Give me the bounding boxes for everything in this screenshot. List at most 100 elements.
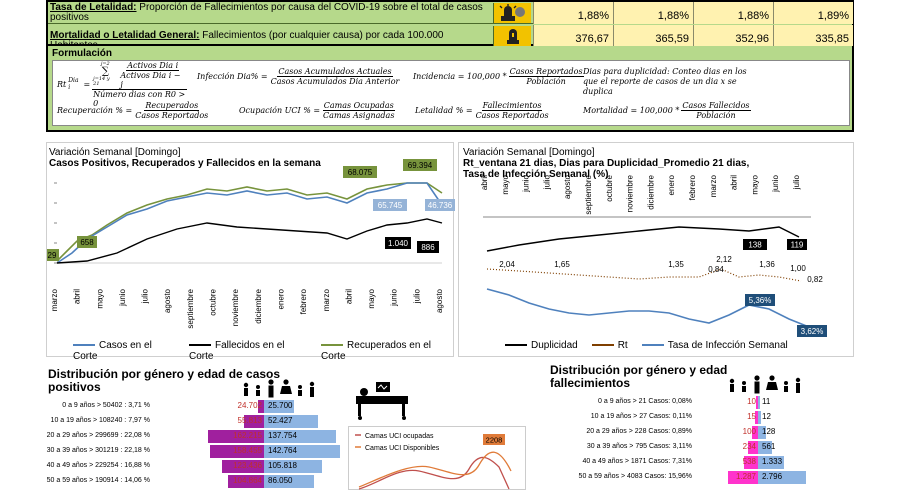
month-tick: junio — [390, 288, 399, 306]
male-value: 12 — [762, 412, 771, 421]
incidencia-lhs: Incidencia = 100,000 * — [413, 72, 507, 81]
female-value: 10 — [747, 397, 756, 406]
female-bar — [244, 415, 264, 428]
uci-chart: Camas UCI ocupadas Camas UCI Disponibles… — [348, 426, 526, 490]
female-bar — [222, 460, 264, 473]
male-value: 11 — [762, 397, 771, 406]
female-value: 162.215 — [233, 431, 262, 440]
label-blue-end: 65.745 — [378, 201, 403, 210]
rt-chart-plot: abril mayo junio julio agosto septiembre octub… — [480, 174, 827, 337]
female-bar — [728, 471, 758, 484]
formulas-box: Rt Dia i = j=2 ∑ j=14 y 21 Activos Dia i Ac… — [52, 60, 850, 126]
weekly-cases-plot: marzo abril mayo junio julio agosto septiembre… — [47, 159, 455, 329]
people-icon — [240, 378, 320, 405]
infeccion-dia-formula: Infección Dia% = Casos Acumulados Actual… — [197, 67, 400, 86]
tasa-line — [486, 288, 810, 328]
uci-den: Camas Asignadas — [323, 111, 395, 120]
uci-fraction: Camas Ocupadas Camas Asignadas — [322, 101, 395, 120]
infeccion-dia-den: Casos Acumulados Dia Anterior — [270, 77, 400, 86]
label-tis2: 3,62% — [801, 327, 824, 336]
month-tick: marzo — [709, 174, 718, 197]
label-rt-e: 1,36 — [759, 260, 775, 269]
letalidad-formula: Letalidad % = Fallecimientos Casos Report… — [415, 101, 550, 120]
rt-chart: Variación Semanal [Domingo] Rt_ventana 2… — [458, 142, 854, 357]
male-bar — [264, 460, 322, 473]
age-row-label: 40 a 49 años > 229254 : 16,88 % — [46, 462, 150, 469]
rt-chart-title-plain: Variación Semanal [Domingo] — [463, 147, 595, 158]
duplicidad-text: Dias para duplicidad: Conteo dias en los… — [583, 67, 747, 96]
dist-cases-title: Distribución por género y edad de casos … — [48, 367, 281, 394]
female-bar — [752, 426, 758, 439]
recuperacion-fraction: Recuperados Casos Reportados — [134, 101, 209, 120]
female-value: 24.702 — [237, 401, 262, 410]
mortalidad-row: Mortalidad o Letalidad General: Fallecim… — [48, 25, 853, 51]
male-bar — [264, 400, 294, 413]
month-tick: octubre — [605, 174, 614, 201]
uci-plot: Camas UCI ocupadas Camas UCI Disponibles… — [355, 433, 512, 490]
month-tick: enero — [667, 174, 676, 195]
duplicidad-line — [486, 226, 800, 252]
female-bar — [748, 441, 758, 454]
label-start-green: 29 — [48, 251, 57, 260]
month-tick: febrero — [299, 288, 308, 314]
weekly-cases-chart: Variación Semanal [Domingo] Casos Positi… — [46, 142, 455, 362]
recuperados-line — [56, 182, 443, 262]
female-bar — [756, 396, 758, 409]
male-value: 25.700 — [268, 401, 293, 410]
mortalidad-value-2: 365,59 — [613, 25, 693, 47]
letalidad-fraction: Fallecimientos Casos Reportados — [475, 101, 550, 120]
month-tick: diciembre — [254, 288, 263, 323]
rt-sum-sign: ∑ — [101, 66, 109, 77]
uci-label-bg — [483, 434, 505, 445]
rt-inner-den: Activos Dia i − j — [120, 70, 181, 89]
month-tick: mayo — [367, 288, 376, 308]
male-value: 137.754 — [268, 431, 297, 440]
month-tick: abril — [344, 289, 353, 304]
letalidad-value-3: 1,88% — [693, 2, 773, 24]
male-value: 86.050 — [268, 476, 293, 485]
month-tick: octubre — [209, 288, 218, 315]
uci-formula: Ocupación UCI % = Camas Ocupadas Camas As… — [239, 101, 395, 120]
weekly-cases-title: Variación Semanal [Domingo] Casos Positi… — [49, 147, 321, 169]
label-rt-a: 1,65 — [554, 260, 570, 269]
weekly-cases-title-plain: Variación Semanal [Domingo] — [49, 147, 181, 158]
label-rt-start: 2,04 — [499, 260, 515, 269]
label-peak-green2: 69.394 — [408, 161, 433, 170]
legend-rt: Rt — [591, 340, 628, 351]
letalidad-description: Tasa de Letalidad: Proporción de Falleci… — [50, 2, 483, 23]
uci-num: Camas Ocupadas — [322, 101, 395, 111]
female-value: 104.864 — [233, 476, 262, 485]
male-bar — [758, 426, 766, 439]
month-tick: agosto — [163, 288, 172, 313]
dist-cases-chart: 0 a 9 años > 50402 : 3,71 % 24.702 25.700 1… — [46, 400, 346, 490]
incidencia-fraction: Casos Reportados Población — [508, 67, 584, 86]
fallecidos-line — [56, 218, 443, 264]
month-tick: julio — [792, 174, 801, 190]
legend-casos: Casos en el Corte — [73, 340, 152, 362]
label-tis1: 5,36% — [749, 296, 772, 305]
rt-sub: Dia i — [68, 77, 79, 91]
rt-chart-title-bold: Rt_ventana 21 dias, Dias para Duplicidad… — [463, 158, 750, 180]
mortalidad-fraction: Casos Fallecidos Población — [681, 101, 751, 120]
legend-duplicidad: Duplicidad — [505, 340, 578, 351]
age-row-label: 20 a 29 años > 228 Casos: 0,89% — [586, 428, 692, 435]
rt-lhs: Rt — [57, 79, 67, 89]
formulas-title: Formulación — [52, 48, 113, 59]
uci-ocupadas-line — [358, 456, 510, 490]
rt-formula: Rt Dia i = j=2 ∑ j=14 y 21 Activos Dia i Ac… — [57, 61, 187, 108]
month-tick: agosto — [435, 288, 444, 313]
month-tick: marzo — [50, 288, 59, 311]
rt-sum-top: j=2 — [100, 61, 110, 67]
label-rt-f: 1,00 — [790, 264, 806, 273]
label-black-end2-bg — [417, 241, 439, 253]
recuperacion-num: Recuperados — [144, 101, 200, 111]
label-rt-g: 0,82 — [807, 275, 823, 284]
incidencia-den: Población — [526, 77, 566, 86]
uci-legend-disponibles: Camas UCI Disponibles — [365, 445, 440, 452]
female-value: 15 — [747, 412, 756, 421]
mortalidad-den: Población — [696, 111, 736, 120]
female-value: 1.287 — [735, 472, 756, 481]
legend-tasa: Tasa de Infección Semanal — [641, 340, 788, 351]
month-tick: agosto — [563, 174, 572, 199]
letalidad-den: Casos Reportados — [475, 111, 549, 120]
